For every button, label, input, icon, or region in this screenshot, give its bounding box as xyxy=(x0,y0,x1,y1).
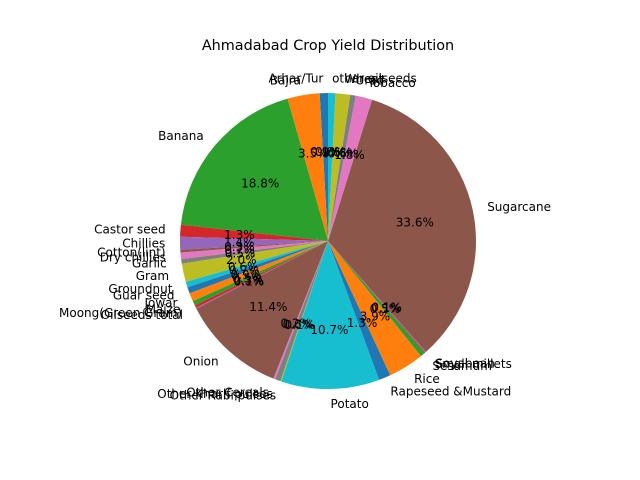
slice-percent-label: 3.9% xyxy=(360,309,391,323)
slice-guar-seed xyxy=(187,241,328,294)
slice-label: Maize xyxy=(146,303,181,317)
slice-label: Onion xyxy=(183,355,218,369)
slice-tobacco xyxy=(328,95,373,241)
slice-label: Tobacco xyxy=(367,76,416,90)
slice-rapeseed-mustard xyxy=(328,241,391,380)
slice-label: Urad xyxy=(356,74,385,88)
slice-label: Bajra xyxy=(270,73,301,87)
slice-rice xyxy=(328,241,422,376)
slice-urad xyxy=(328,94,356,241)
slice-moong-green-gram xyxy=(194,241,328,308)
slice-label: Dry chillies xyxy=(100,250,166,264)
slice-percent-label: 0.3% xyxy=(224,240,255,254)
slice-label: Guar seed xyxy=(113,288,175,302)
chart-title: Ahmadabad Crop Yield Distribution xyxy=(202,38,454,54)
slice-percent-label: 0.8% xyxy=(315,145,346,159)
slice-banana xyxy=(180,98,328,241)
slice-castor-seed xyxy=(180,224,328,241)
slice-jowar xyxy=(189,241,328,302)
slice-percent-label: 0.1% xyxy=(371,301,402,315)
slice-oilseeds-total xyxy=(195,241,328,309)
slice-percent-label: 0.6% xyxy=(283,318,314,332)
slice-chillies xyxy=(179,236,328,250)
slice-percent-label: 0.5% xyxy=(370,302,401,316)
slice-dry-chillies xyxy=(180,241,328,260)
slice-percent-label: 0.1% xyxy=(371,301,402,315)
slice-percent-label: 0.5% xyxy=(225,246,256,260)
slice-percent-label: 0.2% xyxy=(281,317,312,331)
slice-sugarcane xyxy=(328,99,476,352)
slice-label: Arhar/Tur xyxy=(268,71,323,85)
slice-percent-label: 18.8% xyxy=(241,177,279,191)
slice-label: Moong(Green Gram) xyxy=(59,306,182,320)
slice-other-kharif-pulses xyxy=(275,241,328,382)
slice-label: Other Cereals xyxy=(186,386,269,400)
slice-percent-label: 0.6% xyxy=(228,260,259,274)
slice-label: Banana xyxy=(158,129,204,143)
slice-label: Sugarcane xyxy=(487,200,551,214)
slice-percent-label: 0.1% xyxy=(284,318,315,332)
slice-garlic xyxy=(181,241,328,264)
slice-label: Gram xyxy=(136,269,169,283)
slice-percent-label: 0.9% xyxy=(231,268,262,282)
slice-label: Chillies xyxy=(122,237,165,251)
slice-soyabean xyxy=(328,241,427,353)
slice-onion xyxy=(196,241,328,379)
slice-percent-label: 1.3% xyxy=(224,228,255,242)
slice-label: Soyabean xyxy=(435,356,494,370)
slice-percent-label: 33.6% xyxy=(396,215,434,229)
slice-cotton-lint xyxy=(180,241,328,253)
slice-label: Rice xyxy=(414,372,440,386)
slice-percent-label: 0.7% xyxy=(224,243,255,257)
slice-label: Groundnut xyxy=(108,282,172,296)
slice-percent-label: 1.6% xyxy=(322,146,353,160)
slice-percent-label: 0.5% xyxy=(232,271,263,285)
slice-label: Wheat xyxy=(344,72,383,86)
slice-label: Oilseeds total xyxy=(101,308,183,322)
slice-potato xyxy=(281,241,380,390)
slice-percent-labels: 0.9%3.5%18.8%1.3%1.4%0.3%0.7%0.5%2.0%0.6… xyxy=(224,145,434,337)
slice-arhar-tur xyxy=(319,93,328,241)
pie-slices xyxy=(179,93,476,390)
slice-bajra xyxy=(287,93,328,242)
slice-percent-label: 0.7% xyxy=(229,264,260,278)
slice-label: Other Rabi pulses xyxy=(170,388,277,402)
slice-sesamum xyxy=(328,241,425,357)
slice-label: other oilseeds xyxy=(332,71,417,85)
slice-label: Sesamum xyxy=(432,359,492,373)
slice-small-millets xyxy=(328,241,426,354)
slice-label: Other Kharif pulses xyxy=(157,387,272,401)
slice-percent-label: 1.3% xyxy=(347,316,378,330)
slice-percent-label: 2.0% xyxy=(226,253,257,267)
slice-label: Cotton(lint) xyxy=(97,245,165,259)
slice-percent-label: 3.5% xyxy=(298,146,329,160)
slice-label: Garlic xyxy=(132,256,167,270)
slice-label: Small millets xyxy=(435,357,512,371)
slice-wheat xyxy=(328,93,351,241)
slice-label: Potato xyxy=(331,397,369,411)
slice-label: Rapeseed &Mustard xyxy=(390,384,511,398)
slice-gram xyxy=(181,241,328,282)
slice-other-oilseeds xyxy=(328,93,336,241)
slice-percent-label: 1.8% xyxy=(334,148,365,162)
slice-percent-label: 0.6% xyxy=(328,146,359,160)
slice-maize xyxy=(192,241,328,306)
slice-other-cereals xyxy=(273,241,328,380)
slice-percent-label: 0.9% xyxy=(310,145,341,159)
slice-percent-label: 0.1% xyxy=(234,274,265,288)
slice-other-rabi-pulses xyxy=(280,241,328,382)
slice-label: Jowar xyxy=(143,296,177,310)
slice-percent-label: 11.4% xyxy=(249,300,287,314)
slice-groundnut xyxy=(185,241,328,288)
slice-label: Castor seed xyxy=(94,223,165,237)
slice-percent-label: 10.7% xyxy=(310,323,348,337)
slice-percent-label: 0.3% xyxy=(233,273,264,287)
slice-percent-label: 1.4% xyxy=(224,235,255,249)
